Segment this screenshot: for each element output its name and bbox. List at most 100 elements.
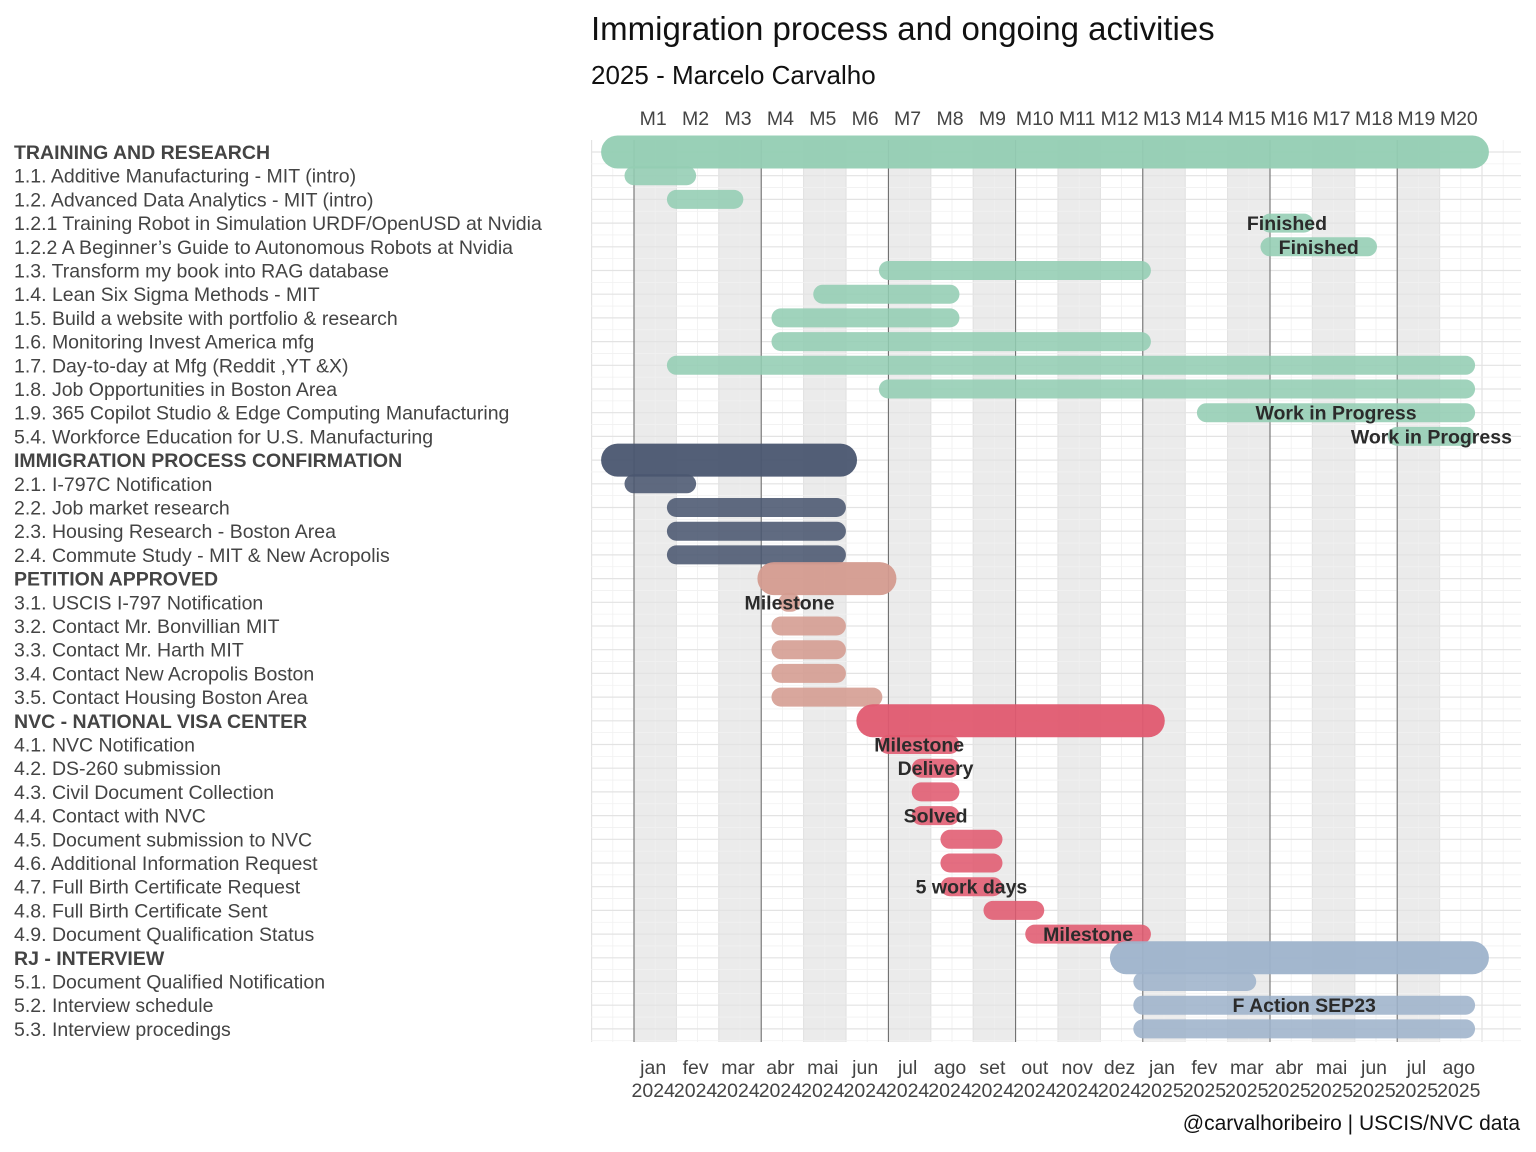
bottom-tick-year: 2024 <box>844 1080 888 1102</box>
task-label: 3.5. Contact Housing Boston Area <box>14 687 308 709</box>
task-label: 2.3. Housing Research - Boston Area <box>14 521 336 543</box>
bottom-tick-year: 2024 <box>759 1080 803 1102</box>
task-label: 4.5. Document submission to NVC <box>14 829 312 851</box>
bottom-tick-year: 2025 <box>1437 1080 1481 1102</box>
bottom-tick-year: 2025 <box>1310 1080 1354 1102</box>
top-tick-label: M3 <box>724 108 751 130</box>
bottom-tick-month: jan <box>639 1057 666 1079</box>
chart-title: Immigration process and ongoing activiti… <box>591 10 1215 47</box>
bottom-tick-year: 2024 <box>1013 1080 1057 1102</box>
bottom-tick-year: 2025 <box>1183 1080 1227 1102</box>
bottom-tick-year: 2024 <box>1056 1080 1100 1102</box>
top-tick-label: M15 <box>1228 108 1266 130</box>
bottom-tick-month: set <box>979 1057 1006 1079</box>
bottom-tick-month: abr <box>766 1057 795 1079</box>
task-label: 1.7. Day-to-day at Mfg (Reddit ,YT &X) <box>14 355 349 377</box>
bottom-tick-month: abr <box>1275 1057 1304 1079</box>
top-tick-label: M2 <box>682 108 709 130</box>
task-label: 5.2. Interview schedule <box>14 995 213 1017</box>
bottom-tick-month: jun <box>851 1057 878 1079</box>
task-label: 2.2. Job market research <box>14 498 230 520</box>
task-label: 3.2. Contact Mr. Bonvillian MIT <box>14 616 280 638</box>
top-tick-label: M5 <box>809 108 836 130</box>
bottom-tick-year: 2024 <box>928 1080 972 1102</box>
top-tick-label: M18 <box>1355 108 1393 130</box>
task-label: 1.1. Additive Manufacturing - MIT (intro… <box>14 166 356 188</box>
bar-note: Milestone <box>874 735 964 757</box>
bottom-tick-year: 2024 <box>716 1080 760 1102</box>
bottom-tick-year: 2024 <box>971 1080 1015 1102</box>
group-label: TRAINING AND RESEARCH <box>14 142 270 164</box>
bottom-axis: jan2024fev2024mar2024abr2024mai2024jun20… <box>632 1057 1481 1102</box>
top-tick-label: M8 <box>936 108 963 130</box>
task-label: 5.4. Workforce Education for U.S. Manufa… <box>14 426 433 448</box>
top-tick-label: M14 <box>1185 108 1223 130</box>
bar-note: 5 work days <box>916 877 1028 899</box>
group-label: IMMIGRATION PROCESS CONFIRMATION <box>14 450 402 472</box>
bottom-tick-year: 2025 <box>1225 1080 1269 1102</box>
bar-note: Work in Progress <box>1255 403 1416 425</box>
task-label: 1.6. Monitoring Invest America mfg <box>14 332 314 354</box>
task-label: 1.4. Lean Six Sigma Methods - MIT <box>14 284 320 306</box>
top-tick-label: M4 <box>767 108 794 130</box>
top-tick-label: M9 <box>979 108 1006 130</box>
top-tick-label: M1 <box>640 108 667 130</box>
bottom-tick-month: nov <box>1061 1057 1093 1079</box>
chart-caption: @carvalhoribeiro | USCIS/NVC data <box>1182 1112 1520 1135</box>
task-label: 4.8. Full Birth Certificate Sent <box>14 900 268 922</box>
task-label: 2.4. Commute Study - MIT & New Acropolis <box>14 545 390 567</box>
task-label: 3.3. Contact Mr. Harth MIT <box>14 640 244 662</box>
task-label: 1.3. Transform my book into RAG database <box>14 261 389 283</box>
group-label: PETITION APPROVED <box>14 569 218 591</box>
task-label: 1.9. 365 Copilot Studio & Edge Computing… <box>14 403 509 425</box>
task-label: 4.6. Additional Information Request <box>14 853 318 875</box>
bottom-tick-month: mai <box>1316 1057 1347 1079</box>
top-tick-label: M17 <box>1313 108 1351 130</box>
bottom-tick-year: 2024 <box>801 1080 845 1102</box>
bar-note: Milestone <box>1043 924 1133 946</box>
bottom-tick-year: 2025 <box>1268 1080 1312 1102</box>
bar-note: Milestone <box>744 592 834 614</box>
task-label: 3.4. Contact New Acropolis Boston <box>14 663 314 685</box>
chart-subtitle: 2025 - Marcelo Carvalho <box>591 60 876 90</box>
bottom-tick-month: out <box>1021 1057 1049 1079</box>
bar-note: Finished <box>1279 237 1359 259</box>
top-tick-label: M10 <box>1016 108 1054 130</box>
bottom-tick-month: mar <box>721 1057 755 1079</box>
top-tick-label: M12 <box>1101 108 1139 130</box>
bottom-tick-month: ago <box>1443 1057 1476 1079</box>
bottom-tick-year: 2025 <box>1140 1080 1184 1102</box>
task-label: 1.5. Build a website with portfolio & re… <box>14 308 398 330</box>
bottom-tick-month: jul <box>897 1057 918 1079</box>
bottom-tick-year: 2024 <box>674 1080 718 1102</box>
top-tick-label: M13 <box>1143 108 1181 130</box>
task-label: 1.2.2 A Beginner’s Guide to Autonomous R… <box>14 237 513 259</box>
bottom-tick-year: 2024 <box>632 1080 676 1102</box>
task-label: 1.8. Job Opportunities in Boston Area <box>14 379 337 401</box>
bar-note: Work in Progress <box>1351 426 1512 448</box>
task-label: 3.1. USCIS I-797 Notification <box>14 592 263 614</box>
top-tick-label: M19 <box>1397 108 1435 130</box>
bar-note: Solved <box>904 806 968 828</box>
bottom-tick-month: dez <box>1104 1057 1135 1079</box>
group-label: RJ - INTERVIEW <box>14 948 165 970</box>
bottom-tick-month: mar <box>1230 1057 1264 1079</box>
task-label: 4.2. DS-260 submission <box>14 758 221 780</box>
top-tick-label: M6 <box>852 108 879 130</box>
bottom-tick-year: 2024 <box>886 1080 930 1102</box>
bars <box>601 135 1489 1039</box>
top-tick-label: M20 <box>1440 108 1478 130</box>
group-label: NVC - NATIONAL VISA CENTER <box>14 711 307 733</box>
bar-note: Finished <box>1247 213 1327 235</box>
bottom-tick-month: jan <box>1148 1057 1175 1079</box>
top-tick-label: M7 <box>894 108 921 130</box>
top-tick-label: M16 <box>1270 108 1308 130</box>
bottom-tick-month: jun <box>1360 1057 1387 1079</box>
bottom-tick-month: ago <box>934 1057 967 1079</box>
task-label: 4.1. NVC Notification <box>14 735 195 757</box>
bar-note: Delivery <box>898 758 974 780</box>
bottom-tick-month: fev <box>1191 1057 1217 1079</box>
task-label: 4.9. Document Qualification Status <box>14 924 314 946</box>
task-label: 5.3. Interview procedings <box>14 1019 231 1041</box>
